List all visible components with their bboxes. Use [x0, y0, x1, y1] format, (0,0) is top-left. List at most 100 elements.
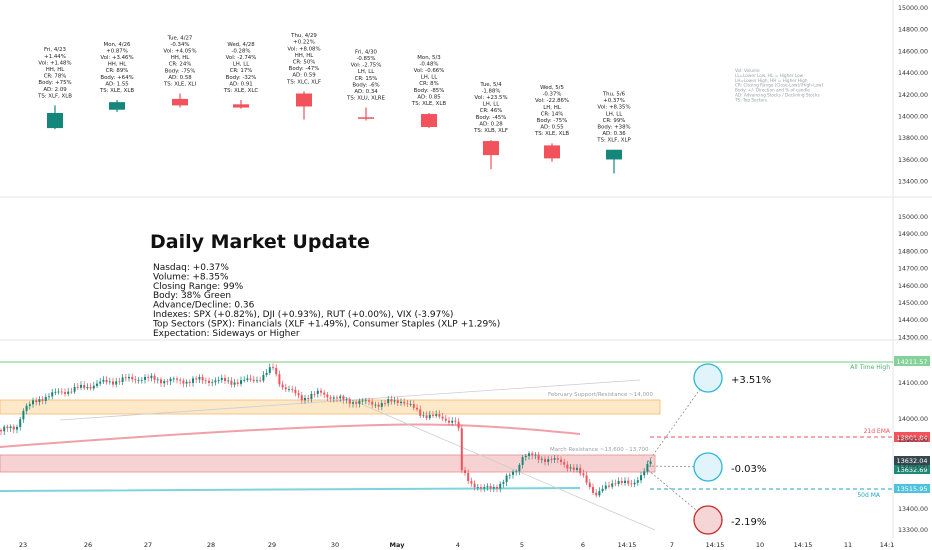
- intraday-body: [441, 416, 444, 419]
- intraday-body: [403, 401, 406, 404]
- intraday-body: [105, 379, 108, 383]
- intraday-body: [44, 396, 47, 401]
- intraday-body: [502, 482, 505, 484]
- daily-candle-label: AD: 0.91: [229, 81, 252, 87]
- daily-candle-label: TS: XLU, XLRE: [346, 96, 385, 102]
- time-axis-tick: 29: [268, 541, 276, 549]
- intraday-body: [211, 382, 214, 384]
- intraday-body: [204, 380, 207, 382]
- daily-candle-label: CR: 99%: [603, 118, 626, 124]
- close-price-text: 13632.69: [896, 466, 927, 474]
- daily-candle-label: Body: -75%: [537, 118, 568, 124]
- intraday-body: [16, 427, 18, 430]
- top-price-axis: 15000.00 14800.00 14600.00 14400.00 14200.00…: [898, 5, 928, 186]
- intraday-body: [617, 481, 620, 484]
- intraday-body: [32, 400, 34, 405]
- daily-candle-label: Body: -85%: [414, 88, 445, 94]
- top-axis-tick: 14200.00: [898, 92, 928, 99]
- intraday-body: [339, 396, 342, 399]
- intraday-body: [464, 470, 466, 473]
- intraday-body: [281, 384, 284, 388]
- intraday-body: [364, 400, 367, 402]
- ma-50-line: [0, 487, 581, 492]
- intraday-body: [275, 368, 278, 375]
- legend-line: TS: Top Sectors: [734, 97, 767, 102]
- close-price-tag: [894, 465, 930, 474]
- daily-candle-label: Wed, 5/5: [540, 85, 564, 91]
- daily-candle-label: CR: 78%: [44, 74, 67, 80]
- legend-line: AD: Advancing Stocks / Declining Stocks: [735, 93, 820, 98]
- intraday-body: [400, 401, 402, 404]
- intraday-body: [262, 374, 265, 381]
- bottom-axis-tick: 13400.00: [898, 506, 928, 513]
- intraday-body: [329, 397, 332, 399]
- intraday-body: [640, 475, 642, 481]
- intraday-body: [454, 420, 457, 422]
- intraday-body: [316, 390, 319, 394]
- daily-candle-label: Body: +64%: [100, 75, 133, 81]
- update-line: Closing Range: 99%: [153, 282, 244, 292]
- daily-candle-label: AD: 0.59: [292, 73, 316, 79]
- intraday-body: [89, 387, 92, 389]
- top-axis-tick: 13400.00: [898, 179, 928, 186]
- mid-axis-tick: 14500.00: [898, 300, 928, 307]
- intraday-body: [566, 464, 569, 469]
- intraday-body: [614, 483, 617, 485]
- intraday-body: [355, 402, 358, 404]
- daily-candle-label: LH, LL: [421, 75, 438, 81]
- daily-candle-label: Fri, 4/30: [355, 49, 378, 55]
- intraday-body: [83, 385, 86, 389]
- intraday-body: [310, 393, 313, 399]
- daily-candle-label: CR: 46%: [480, 108, 503, 114]
- intraday-body: [336, 397, 338, 399]
- intraday-body: [230, 380, 233, 385]
- daily-candle-label: LH, LL: [483, 102, 500, 108]
- time-axis-tick: 27: [144, 541, 152, 549]
- daily-candle-label: AD: 0.36: [602, 131, 626, 137]
- daily-candle-label: Body: -32%: [226, 75, 257, 81]
- intraday-body: [256, 380, 258, 382]
- intraday-body: [496, 486, 498, 489]
- daily-candle-label: Vol: +8.08%: [287, 46, 320, 52]
- update-lines: Nasdaq: +0.37%Volume: +8.35%Closing Rang…: [152, 263, 500, 339]
- intraday-body: [515, 471, 518, 473]
- intraday-body: [76, 386, 79, 388]
- daily-candle-label: Vol: +1.48%: [38, 60, 71, 66]
- intraday-body: [633, 482, 636, 485]
- daily-candle-label: Vol: +8.35%: [597, 105, 630, 111]
- intraday-body: [438, 414, 441, 417]
- intraday-body: [124, 377, 127, 379]
- intraday-body: [99, 381, 102, 384]
- daily-candle-label: CR: 8%: [419, 81, 438, 87]
- intraday-body: [470, 480, 473, 484]
- time-axis-tick: 14:15: [794, 541, 813, 549]
- intraday-body: [64, 392, 66, 394]
- intraday-body: [352, 402, 354, 404]
- intraday-body: [108, 381, 111, 383]
- daily-candle-label: LH, LL: [606, 111, 623, 117]
- daily-candle-label: TS: XLE, XLB: [534, 131, 569, 137]
- top-axis-tick: 14400.00: [898, 70, 928, 77]
- intraday-body: [214, 380, 217, 383]
- intraday-body: [304, 397, 306, 401]
- daily-candle-label: TS: XLE, XLI: [163, 82, 196, 88]
- daily-candle-label: AD: 0.85: [417, 94, 440, 100]
- intraday-body: [457, 421, 460, 429]
- intraday-body: [384, 403, 386, 404]
- intraday-body: [70, 391, 73, 393]
- intraday-body: [185, 381, 188, 384]
- daily-candle-label: -0.85%: [356, 56, 375, 62]
- intraday-body: [227, 380, 230, 382]
- intraday-body: [508, 474, 511, 476]
- time-axis-tick: 30: [331, 541, 339, 549]
- daily-candle-label: Thu, 4/29: [290, 33, 317, 39]
- time-axis-tick: 6: [581, 541, 585, 549]
- intraday-body: [630, 483, 633, 485]
- scenario-down-circle: [693, 505, 723, 535]
- intraday-body: [396, 400, 399, 404]
- intraday-body: [361, 400, 364, 402]
- mid-axis-tick: 14800.00: [898, 248, 928, 255]
- daily-candle-label: +0.22%: [293, 40, 315, 46]
- intraday-body: [486, 486, 489, 488]
- intraday-body: [467, 472, 470, 481]
